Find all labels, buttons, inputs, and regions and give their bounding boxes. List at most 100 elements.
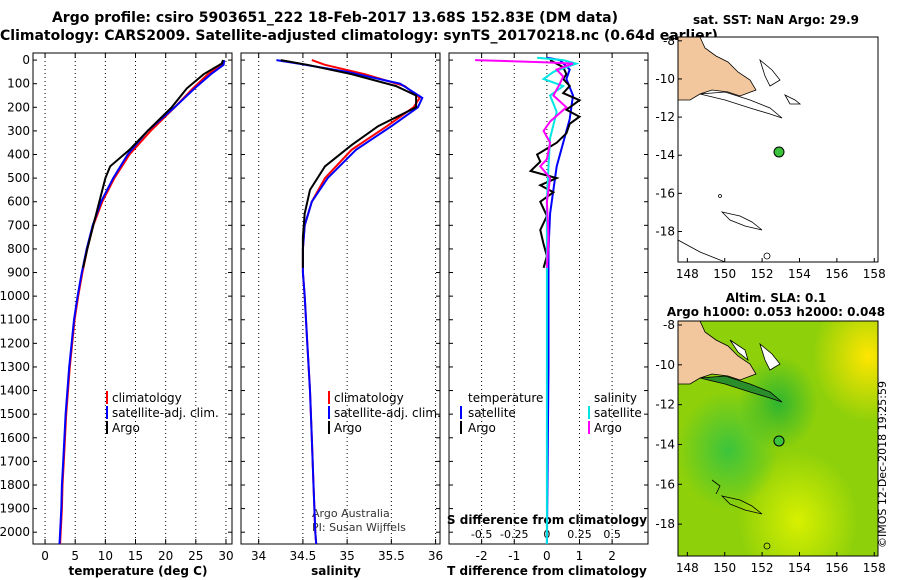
map-x-tick-label: 158	[863, 267, 886, 281]
x-tick-label: 1	[576, 549, 584, 563]
sla-map	[678, 321, 878, 556]
sst-map-title: sat. SST: NaN Argo: 29.9	[693, 13, 859, 27]
salinity-legend: climatology satellite-adj. clim. Argo Ar…	[312, 391, 441, 534]
map-x-tick-label: 148	[676, 561, 699, 575]
s-diff-tick-label: -0.5	[471, 528, 492, 541]
diff-legend-s-satellite: satellite	[594, 406, 642, 420]
temp-legend-argo: Argo	[112, 421, 140, 435]
depth-tick-label: 200	[7, 100, 30, 114]
map-y-tick-label: -10	[655, 72, 675, 86]
x-tick-label: 36	[428, 549, 443, 563]
x-tick-label: -2	[476, 549, 488, 563]
depth-tick-label: 800	[7, 242, 30, 256]
x-tick-label: 35	[339, 549, 354, 563]
sst-map-axes: 148 150 152 154 156 158 -8 -10 -12 -14 -16 -18	[655, 34, 885, 281]
map-x-tick-label: 156	[825, 561, 848, 575]
depth-tick-label: 0	[22, 53, 30, 67]
map-x-tick-label: 150	[713, 561, 736, 575]
diff-legend-salinity-title: salinity	[594, 391, 637, 405]
sla-map-title: Altim. SLA: 0.1	[726, 291, 827, 305]
climatology-title: Climatology: CARS2009. Satellite-adjuste…	[0, 28, 718, 44]
map-y-tick-label: -12	[655, 398, 675, 412]
series-line-satellite-adj-clim-	[58, 59, 226, 545]
imos-stamp: ©IMOS 12-Dec-2018 19:25:59	[876, 381, 889, 548]
map-y-tick-label: -16	[655, 477, 675, 491]
diff-legend-t-satellite: satellite	[468, 406, 516, 420]
argo-australia-note: Argo Australia	[312, 507, 390, 520]
sla-map-frame	[677, 320, 879, 557]
x-tick-label: 30	[218, 549, 233, 563]
map-x-tick-label: 158	[863, 561, 886, 575]
sst-map	[678, 37, 878, 262]
map-y-tick-label: -8	[663, 34, 675, 48]
difference-xlabel: T difference from climatology	[447, 564, 647, 578]
map-y-tick-label: -10	[655, 358, 675, 372]
temperature-panel	[32, 52, 233, 545]
map-y-tick-label: -18	[655, 517, 675, 531]
depth-tick-label: 600	[7, 195, 30, 209]
sst-map-frame	[677, 36, 879, 263]
series-line-climatology	[301, 59, 422, 545]
map-x-tick-label: 152	[751, 561, 774, 575]
map-y-tick-label: -18	[655, 224, 675, 238]
map-x-tick-label: 148	[676, 267, 699, 281]
depth-tick-label: 1000	[0, 289, 30, 303]
series-line-t-satellite	[545, 56, 575, 545]
map-x-tick-label: 152	[751, 267, 774, 281]
profile-series	[58, 56, 582, 545]
diff-legend-t-argo: Argo	[468, 421, 496, 435]
map-y-tick-label: -12	[655, 110, 675, 124]
pi-note: PI: Susan Wijffels	[312, 521, 406, 534]
temperature-xlabel: temperature (deg C)	[69, 564, 208, 578]
depth-tick-label: 1200	[0, 336, 30, 350]
depth-tick-label: 1800	[0, 478, 30, 492]
x-tick-label: -1	[508, 549, 520, 563]
x-tick-label: 34.5	[290, 549, 317, 563]
depth-tick-label: 900	[7, 266, 30, 280]
depth-tick-label: 1700	[0, 454, 30, 468]
depth-axis: 0 100 200 300 400 500 600 700 800 900 1000 1100 1200…	[0, 53, 648, 539]
s-diff-tick-label: 0.5	[603, 528, 621, 541]
series-line-satellite-adj-clim-	[276, 59, 424, 545]
x-tick-label: 35.5	[378, 549, 405, 563]
series-line-s-argo	[475, 59, 574, 268]
depth-tick-label: 500	[7, 171, 30, 185]
profile-title: Argo profile: csiro 5903651_222 18-Feb-2…	[51, 10, 619, 26]
map-y-tick-label: -16	[655, 186, 675, 200]
depth-tick-label: 2000	[0, 525, 30, 539]
depth-tick-label: 100	[7, 77, 30, 91]
x-tick-label: 34	[251, 549, 266, 563]
x-tick-label: 5	[71, 549, 79, 563]
depth-tick-label: 1300	[0, 360, 30, 374]
x-tick-label: 0	[41, 549, 49, 563]
series-line-argo	[82, 59, 224, 269]
map-x-tick-label: 154	[788, 267, 811, 281]
series-line-climatology	[59, 59, 225, 545]
s-diff-tick-label: 0.25	[567, 528, 592, 541]
sst-argo-marker	[773, 146, 785, 158]
depth-tick-label: 700	[7, 218, 30, 232]
sal-legend-climatology: climatology	[334, 391, 404, 405]
x-tick-label: 2	[608, 549, 616, 563]
depth-tick-label: 300	[7, 124, 30, 138]
diff-legend-temperature-title: temperature	[468, 391, 543, 405]
map-x-tick-label: 154	[788, 561, 811, 575]
depth-tick-label: 1900	[0, 502, 30, 516]
map-y-tick-label: -8	[663, 318, 675, 332]
map-x-tick-label: 156	[825, 267, 848, 281]
difference-panel	[448, 52, 649, 545]
sla-land	[678, 321, 757, 385]
series-line-argo	[280, 59, 418, 268]
salinity-xlabel: salinity	[311, 564, 361, 578]
depth-tick-label: 1600	[0, 431, 30, 445]
depth-tick-label: 1400	[0, 384, 30, 398]
temp-legend-climatology: climatology	[112, 391, 182, 405]
sla-map-axes: 148 150 152 154 156 158 -8 -10 -12 -14 -16 -18	[655, 318, 885, 575]
s-diff-tick-label: -0.25	[500, 528, 528, 541]
depth-tick-label: 1100	[0, 313, 30, 327]
map-y-tick-label: -14	[655, 437, 675, 451]
sal-legend-argo: Argo	[334, 421, 362, 435]
sla-map-subtitle: Argo h1000: 0.053 h2000: 0.048	[667, 305, 885, 319]
sla-argo-marker	[773, 435, 785, 447]
